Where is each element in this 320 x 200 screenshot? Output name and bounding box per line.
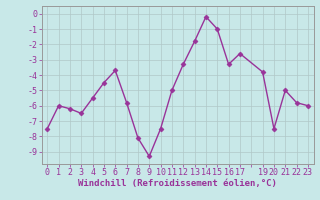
X-axis label: Windchill (Refroidissement éolien,°C): Windchill (Refroidissement éolien,°C) (78, 179, 277, 188)
